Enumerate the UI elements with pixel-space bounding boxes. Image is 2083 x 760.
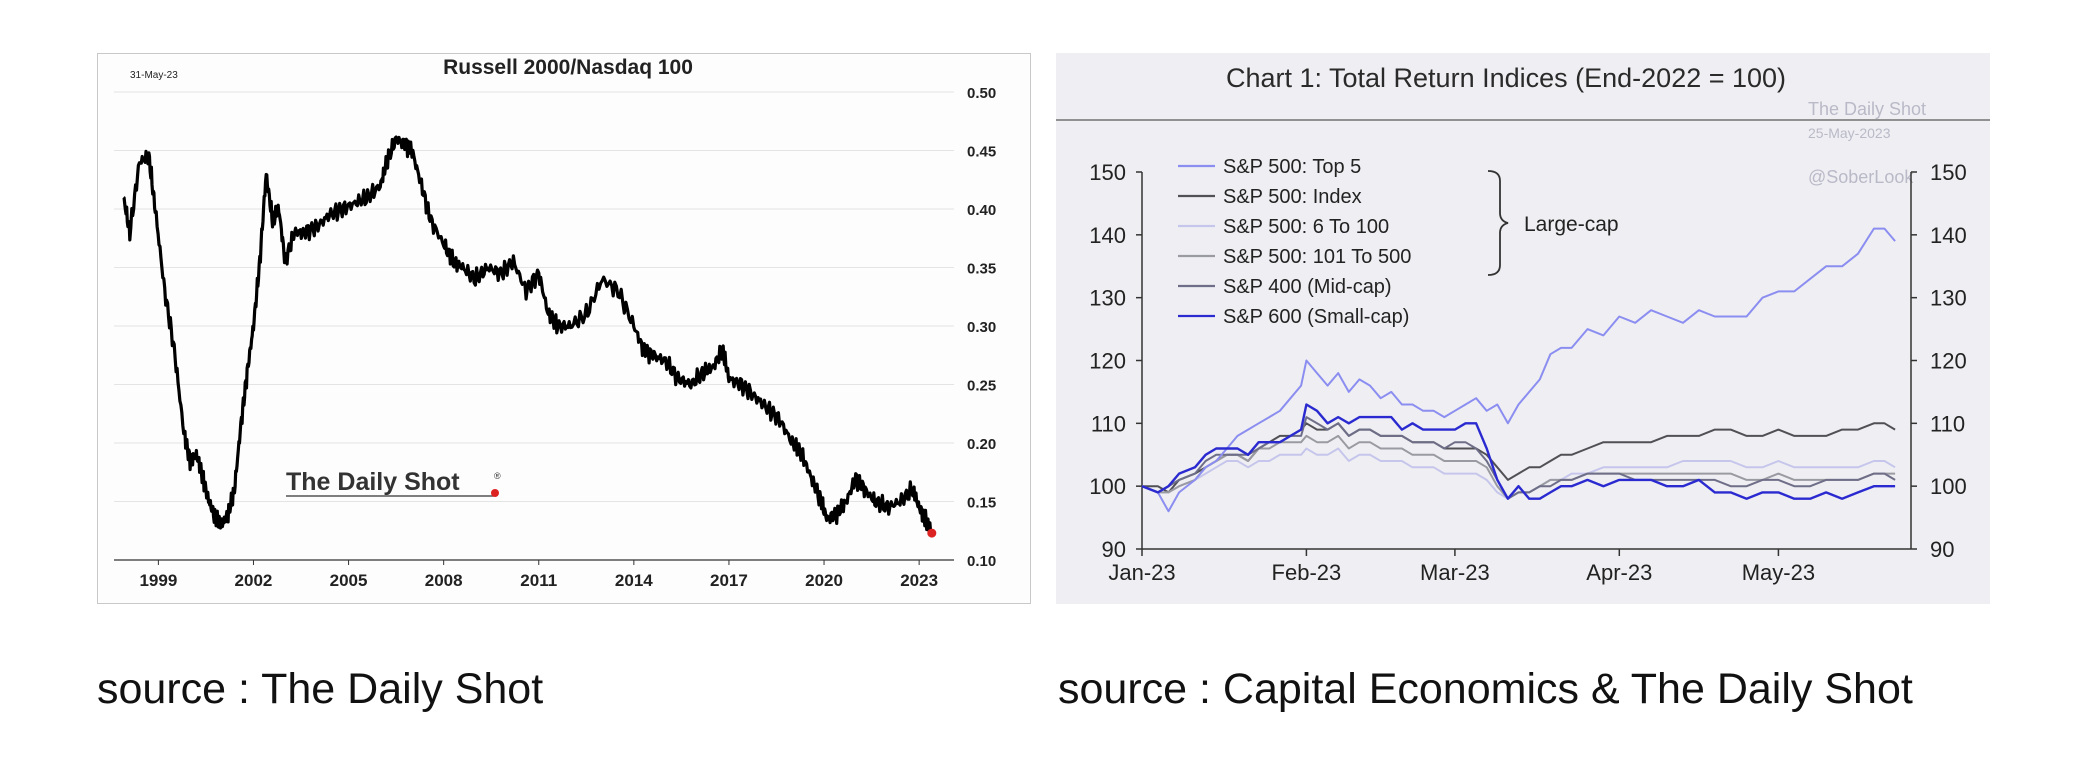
x-tick-label: 2023 [900,571,938,590]
series-line [1141,403,1896,500]
total-return-chart: Chart 1: Total Return Indices (End-2022 … [1056,63,1990,585]
watermark-dot [491,489,499,497]
legend-label: S&P 500: Index [1223,186,1362,208]
x-tick-label: 2011 [520,571,557,590]
x-tick-label: Feb-23 [1272,560,1342,585]
y-tick-label: 0.10 [967,553,996,570]
large-cap-bracket [1487,170,1509,276]
russell-nasdaq-chart-panel: 31-May-23 Russell 2000/Nasdaq 100 0.50 0.… [97,53,1031,604]
y-tick-label: 0.20 [967,436,996,453]
y-tick-label: 0.35 [967,261,996,278]
total-return-chart-panel: Chart 1: Total Return Indices (End-2022 … [1056,53,1990,604]
left-source-caption: source : The Daily Shot [97,665,544,713]
y-tick-label: 0.45 [967,144,996,161]
left-y-tick-label: 110 [1091,411,1126,436]
series-line [1141,447,1896,500]
series-line [1141,416,1896,500]
left-y-tick-label: 100 [1089,474,1126,499]
y-axis-ticks: 150 150 140 140 130 130 120 120 110 110 100 100 90 90 [1089,160,1966,562]
legend-label: S&P 400 (Mid-cap) [1223,276,1392,298]
right-y-tick-label: 130 [1930,286,1967,311]
legend-label: S&P 500: 101 To 500 [1223,246,1411,268]
legend-label: S&P 500: 6 To 100 [1223,216,1389,238]
series-line [1141,227,1896,513]
watermark-line-3: @SoberLook [1808,167,1914,187]
right-y-tick-label: 110 [1930,411,1965,436]
left-y-tick-label: 130 [1089,286,1126,311]
ratio-series-line [122,135,933,535]
y-tick-label: 0.15 [967,495,996,512]
x-tick-label: Mar-23 [1420,560,1490,585]
y-tick-label: 0.25 [967,378,996,395]
left-y-tick-label: 150 [1089,160,1126,185]
x-tick-label: 2014 [615,571,653,590]
x-tick-label: 2017 [710,571,748,590]
watermark-line-1: The Daily Shot [1808,99,1926,119]
x-tick-label: 1999 [139,571,177,590]
right-y-tick-label: 120 [1930,349,1967,374]
left-y-tick-label: 140 [1089,223,1126,248]
x-tick-label: 2005 [330,571,368,590]
x-tick-label: Jan-23 [1108,560,1175,585]
right-y-tick-label: 90 [1930,537,1954,562]
legend-label: S&P 500: Top 5 [1223,156,1361,178]
legend-label: S&P 600 (Small-cap) [1223,306,1409,328]
right-y-tick-label: 150 [1930,160,1967,185]
russell-nasdaq-chart: 31-May-23 Russell 2000/Nasdaq 100 0.500.… [114,56,996,590]
x-tick-label: 2008 [425,571,463,590]
chart-title: Russell 2000/Nasdaq 100 [443,56,693,79]
left-y-tick-label: 120 [1089,349,1126,374]
left-y-tick-label: 90 [1102,537,1126,562]
latest-value-marker [927,528,937,538]
large-cap-label: Large-cap [1524,213,1619,236]
y-tick-label: 0.30 [967,319,996,336]
daily-shot-watermark: The Daily Shot [286,468,460,496]
right-source-caption: source : Capital Economics & The Daily S… [1058,665,1913,713]
x-tick-label: 2020 [805,571,843,590]
x-axis-ticks: 1999 2002 2005 2008 2011 2014 2017 2020 2023 [139,560,938,590]
x-tick-label: May-23 [1742,560,1815,585]
right-y-tick-label: 100 [1930,474,1967,499]
series-lines [1141,227,1896,513]
chart-title: Chart 1: Total Return Indices (End-2022 … [1226,63,1786,93]
watermark-mark: ® [494,471,501,481]
y-axis-ticks: 0.50 0.45 0.40 0.35 0.30 0.25 0.20 0.15 0.10 [967,85,996,570]
x-tick-label: 2002 [235,571,273,590]
y-tick-label: 0.40 [967,202,996,219]
y-tick-label: 0.50 [967,85,996,102]
chart-date-label: 31-May-23 [130,70,178,81]
x-tick-label: Apr-23 [1586,560,1652,585]
legend: S&P 500: Top 5 S&P 500: Index S&P 500: 6 T… [1178,156,1411,328]
watermark-line-2: 25-May-2023 [1808,125,1891,141]
x-axis-ticks: Jan-23 Feb-23 Mar-23 Apr-23 May-23 [1108,549,1815,585]
right-y-tick-label: 140 [1930,223,1967,248]
